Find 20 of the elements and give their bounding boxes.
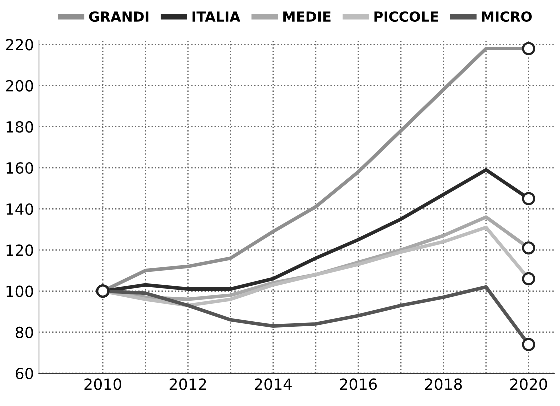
- y-tick-label: 140: [6, 204, 34, 216]
- legend-label: MEDIE: [284, 12, 331, 22]
- legend-label: PICCOLE: [374, 12, 438, 22]
- y-tick-label: 120: [6, 244, 34, 256]
- y-tick-label: 180: [6, 121, 34, 133]
- x-tick-label: 2020: [510, 378, 548, 390]
- x-tick-label: 2016: [340, 378, 378, 390]
- x-tick-label: 2012: [170, 378, 206, 390]
- y-tick-label: 160: [6, 162, 34, 174]
- legend-label: ITALIA: [192, 12, 241, 22]
- y-tick-label: 80: [16, 326, 34, 338]
- x-tick-label: 2018: [425, 378, 462, 390]
- y-tick-label: 100: [6, 286, 34, 298]
- y-tick-label: 220: [6, 39, 34, 51]
- x-tick-label: 2014: [255, 378, 292, 390]
- y-tick-label: 60: [16, 368, 34, 380]
- legend-label: MICRO: [482, 12, 532, 22]
- legend-label: GRANDI: [89, 12, 149, 22]
- y-tick-label: 200: [6, 80, 34, 92]
- x-tick-label: 2010: [84, 378, 122, 390]
